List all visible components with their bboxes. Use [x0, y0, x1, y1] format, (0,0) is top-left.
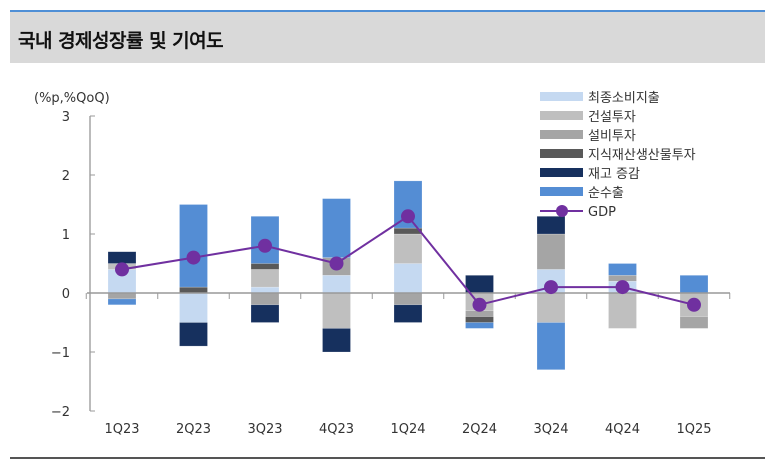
y-tick-label: −1 — [51, 346, 70, 361]
bar-4Q23-series-0 — [322, 275, 351, 294]
bar-2Q24-series-4 — [465, 275, 494, 294]
legend-label-0: 최종소비지출 — [588, 91, 660, 106]
bar-1Q24-series-1 — [393, 233, 423, 264]
y-tick-label: −2 — [51, 405, 70, 420]
bar-4Q23-series-1 — [322, 292, 351, 329]
x-tick-label: 1Q25 — [676, 422, 711, 437]
y-tick-label: 0 — [62, 287, 70, 302]
bar-3Q24-series-2 — [536, 233, 566, 270]
legend-swatch-0 — [540, 92, 583, 101]
bar-1Q23-series-5 — [107, 298, 137, 306]
gdp-point-2Q24 — [472, 297, 487, 312]
bar-3Q24-series-1 — [536, 292, 566, 323]
bar-1Q25-series-5 — [679, 275, 709, 294]
bar-1Q23-series-4 — [107, 251, 137, 264]
legend-label-4: 재고 증감 — [588, 167, 640, 182]
bar-2Q24-series-5 — [465, 322, 494, 329]
legend-swatch-3 — [540, 149, 583, 158]
bar-4Q24-series-1 — [608, 292, 637, 329]
gdp-point-4Q23 — [329, 256, 344, 271]
bar-3Q23-series-1 — [250, 269, 280, 288]
bar-2Q23-series-4 — [179, 322, 208, 347]
y-tick-label: 1 — [62, 228, 70, 243]
legend-label-2: 설비투자 — [588, 129, 636, 144]
bar-3Q24-series-4 — [536, 216, 566, 235]
x-tick-label: 1Q23 — [104, 422, 139, 437]
legend-swatch-4 — [540, 168, 583, 177]
legend-swatch-2 — [540, 130, 583, 139]
x-tick-label: 4Q24 — [605, 422, 640, 437]
bar-3Q23-series-4 — [250, 304, 280, 323]
gdp-point-2Q23 — [186, 250, 201, 265]
gdp-point-1Q25 — [687, 297, 701, 312]
title-bar — [10, 12, 765, 63]
legend-label-1: 건설투자 — [588, 110, 636, 125]
bar-1Q24-series-0 — [393, 263, 423, 294]
bar-1Q24-series-3 — [393, 227, 423, 235]
gdp-point-4Q24 — [615, 280, 630, 295]
legend-label-gdp: GDP — [588, 205, 616, 220]
x-tick-label: 4Q23 — [319, 422, 354, 437]
bar-3Q23-series-2 — [250, 292, 280, 306]
y-tick-label: 3 — [62, 110, 70, 125]
legend-label-5: 순수출 — [588, 186, 624, 201]
x-tick-label: 3Q23 — [247, 422, 282, 437]
bottom-rule — [10, 457, 765, 459]
bar-1Q25-series-2 — [679, 316, 709, 329]
bar-2Q24-series-3 — [465, 316, 494, 323]
bar-2Q23-series-0 — [179, 292, 208, 323]
bar-1Q24-series-4 — [393, 304, 423, 323]
bar-4Q23-series-4 — [322, 328, 351, 353]
x-tick-label: 3Q24 — [533, 422, 568, 437]
y-tick-label: 2 — [62, 169, 70, 184]
legend-swatch-1 — [540, 111, 583, 120]
title-top-rule — [10, 10, 765, 12]
legend-marker-gdp — [556, 205, 568, 217]
gdp-point-1Q24 — [401, 209, 415, 224]
legend-swatch-5 — [540, 187, 583, 196]
legend-label-3: 지식재산생산물투자 — [588, 148, 696, 163]
bar-3Q24-series-5 — [536, 322, 566, 370]
bar-1Q24-series-2 — [393, 292, 423, 306]
bar-1Q23-series-2 — [107, 292, 137, 300]
chart-title: 국내 경제성장률 및 기여도 — [18, 30, 224, 52]
bar-1Q24-series-5 — [393, 180, 423, 229]
gdp-point-3Q23 — [258, 238, 272, 253]
bar-2Q23-series-3 — [179, 286, 208, 294]
y-axis-unit: (%p,%QoQ) — [34, 91, 110, 106]
bar-4Q23-series-5 — [322, 198, 351, 258]
x-tick-label: 2Q24 — [462, 422, 497, 437]
bar-2Q23-series-5 — [179, 204, 208, 288]
gdp-point-1Q23 — [115, 262, 129, 277]
bar-3Q23-series-0 — [250, 286, 280, 294]
x-tick-label: 1Q24 — [390, 422, 425, 437]
bar-4Q24-series-5 — [608, 263, 637, 276]
x-tick-label: 2Q23 — [176, 422, 211, 437]
bar-3Q23-series-3 — [250, 263, 280, 270]
gdp-point-3Q24 — [544, 280, 558, 295]
